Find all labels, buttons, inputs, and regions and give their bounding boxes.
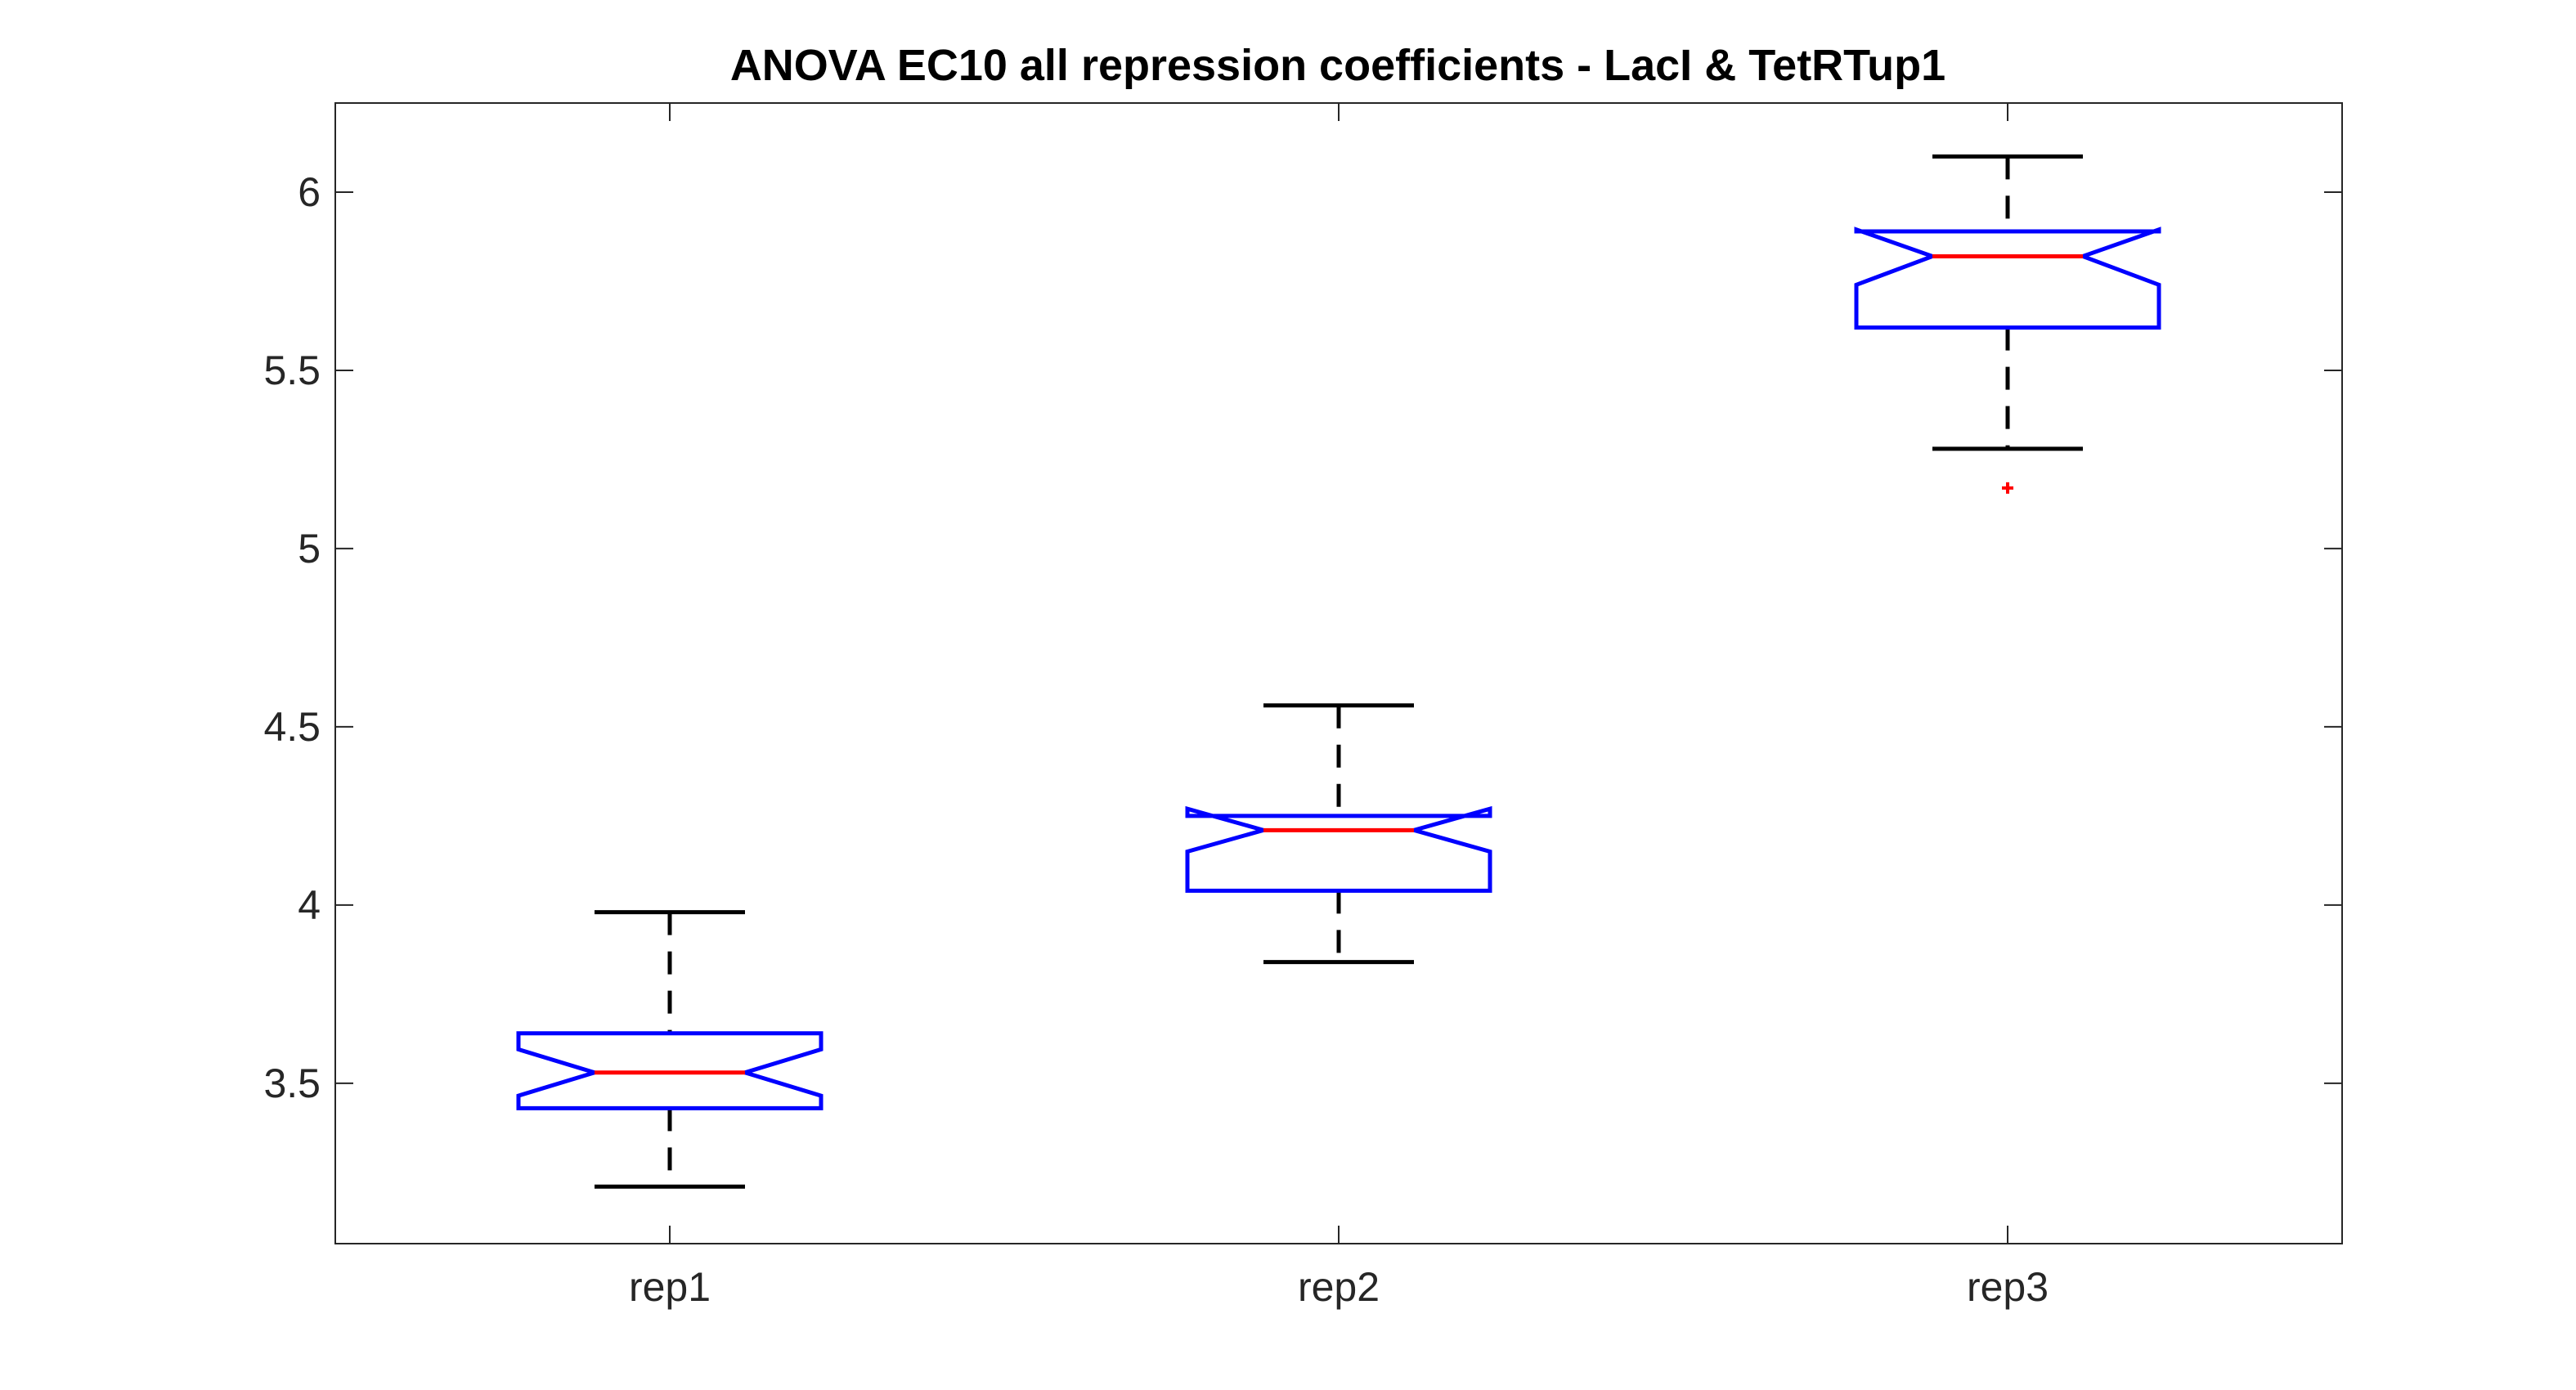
box-rep3 xyxy=(1854,154,2161,494)
y-tick-label: 5.5 xyxy=(263,348,321,393)
chart-title: ANOVA EC10 all repression coefficients -… xyxy=(730,41,1945,90)
y-tick-label: 6 xyxy=(298,169,321,215)
y-tick-label: 4.5 xyxy=(263,704,321,750)
x-tick-label: rep3 xyxy=(1967,1264,2049,1310)
y-tick-label: 4 xyxy=(298,882,321,928)
x-tick-label: rep1 xyxy=(629,1264,711,1310)
y-tick-label: 3.5 xyxy=(263,1060,321,1106)
box-rep2 xyxy=(1185,703,1492,965)
x-tick-label: rep2 xyxy=(1298,1264,1380,1310)
box-series xyxy=(516,154,2161,1189)
y-tick-label: 5 xyxy=(298,526,321,572)
box-rep1 xyxy=(516,910,824,1189)
notched-box xyxy=(1854,226,2161,330)
axis-ticks: 3.5 4 4.5 5 5.5 6 rep1 rep2 rep3 xyxy=(263,103,2342,1310)
notched-box xyxy=(1185,805,1492,893)
